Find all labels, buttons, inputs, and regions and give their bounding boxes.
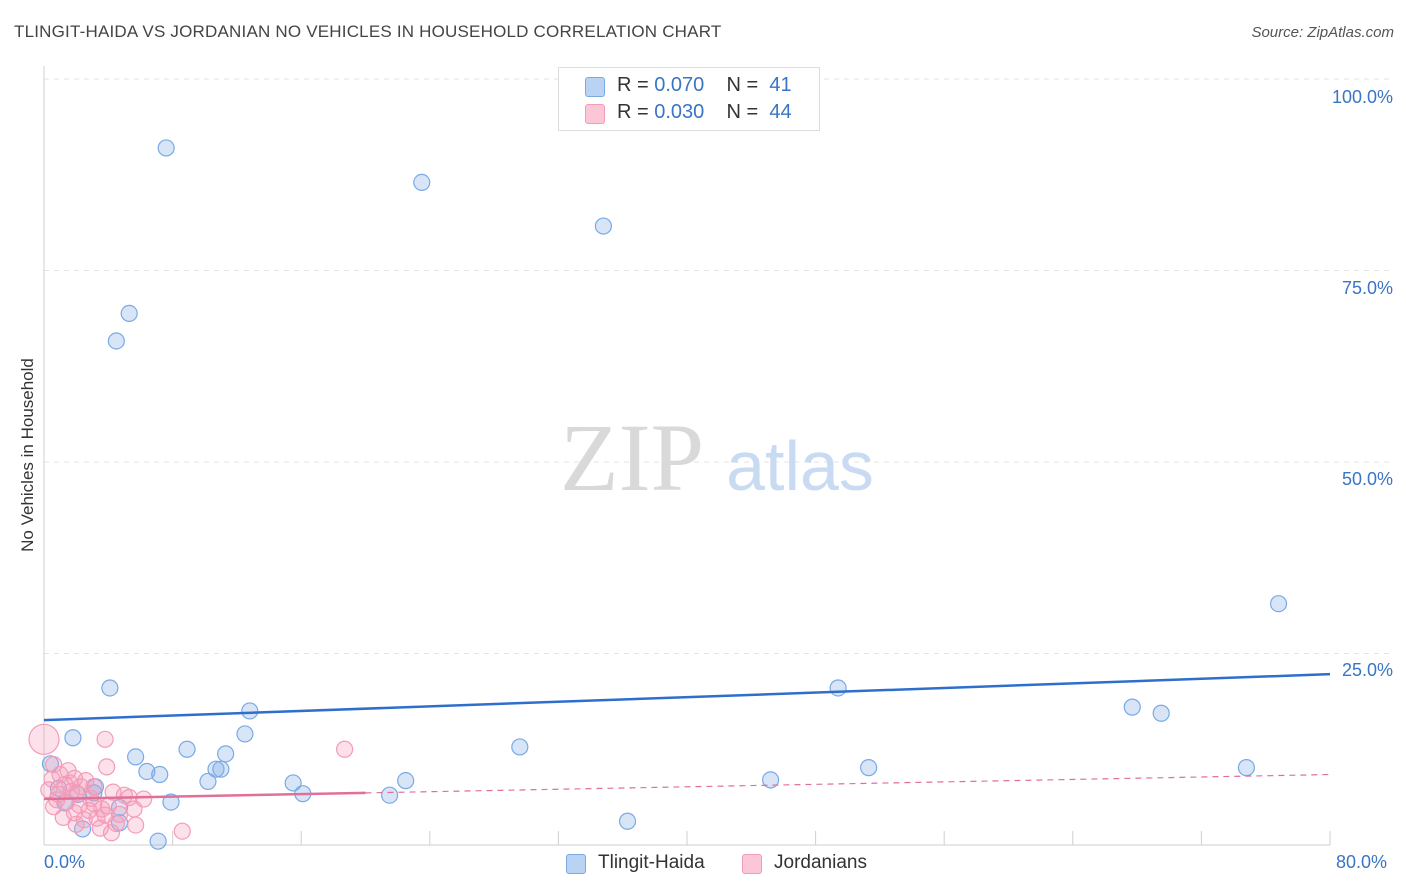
point-tlingit-haida bbox=[860, 759, 878, 777]
chart-title: TLINGIT-HAIDA VS JORDANIAN NO VEHICLES I… bbox=[14, 22, 722, 41]
trend-line-tlingit-haida bbox=[43, 672, 1331, 722]
axes bbox=[43, 66, 1331, 846]
stats-legend: R = 0.070 N = 41 R = 0.030 N = 44 bbox=[558, 67, 820, 131]
y-tick-label-50: 50.0% bbox=[1341, 469, 1393, 489]
x-tick-label-min: 0.0% bbox=[44, 852, 86, 872]
point-tlingit-haida bbox=[1269, 595, 1288, 613]
point-tlingit-haida bbox=[199, 772, 217, 791]
point-jordanians bbox=[107, 814, 125, 833]
point-tlingit-haida bbox=[829, 679, 847, 697]
point-tlingit-haida bbox=[511, 738, 529, 756]
watermark-zip: ZIP bbox=[560, 404, 704, 511]
point-tlingit-haida bbox=[284, 774, 302, 792]
point-tlingit-haida bbox=[138, 762, 156, 781]
y-tick-label-25: 25.0% bbox=[1341, 660, 1393, 680]
point-jordanians bbox=[45, 755, 63, 774]
point-tlingit-haida bbox=[107, 332, 125, 350]
legend-swatch-blue bbox=[566, 854, 586, 874]
point-jordanians bbox=[43, 770, 61, 788]
r-label: R = bbox=[617, 74, 655, 96]
point-jordanians bbox=[93, 800, 111, 818]
source-label: Source: ZipAtlas.com bbox=[1251, 24, 1394, 41]
point-jordanians bbox=[91, 819, 109, 837]
n-value: 41 bbox=[769, 74, 792, 96]
point-tlingit-haida bbox=[594, 217, 613, 235]
point-tlingit-haida bbox=[157, 139, 175, 157]
point-tlingit-haida bbox=[397, 772, 415, 790]
point-tlingit-haida bbox=[1237, 759, 1256, 777]
legend-swatch-pink bbox=[585, 104, 605, 124]
point-jordanians bbox=[67, 815, 85, 833]
point-jordanians bbox=[110, 805, 129, 823]
point-jordanians bbox=[75, 811, 93, 829]
watermark: ZIP atlas bbox=[560, 404, 874, 511]
y-tick-label-100: 100.0% bbox=[1331, 87, 1393, 107]
point-tlingit-haida bbox=[413, 173, 431, 192]
point-tlingit-haida bbox=[162, 793, 180, 811]
point-tlingit-haida bbox=[241, 702, 259, 720]
point-tlingit-haida bbox=[101, 679, 119, 697]
legend-text: R = 0.030 N = 44 bbox=[617, 101, 792, 124]
legend-label: Jordanians bbox=[774, 852, 867, 873]
watermark-atlas: atlas bbox=[726, 427, 874, 505]
legend-swatch-pink bbox=[742, 854, 762, 874]
point-tlingit-haida bbox=[1123, 698, 1141, 716]
x-tick-label-max: 80.0% bbox=[1336, 852, 1388, 872]
point-tlingit-haida bbox=[236, 725, 254, 743]
point-tlingit-haida bbox=[127, 748, 145, 766]
trend-lines bbox=[43, 672, 1331, 801]
point-jordanians bbox=[173, 822, 191, 840]
point-tlingit-haida bbox=[178, 740, 196, 758]
point-tlingit-haida bbox=[761, 771, 780, 789]
grid-lines bbox=[44, 78, 1390, 654]
r-label: R = bbox=[617, 101, 655, 123]
point-tlingit-haida bbox=[381, 786, 399, 804]
point-jordanians bbox=[125, 800, 143, 818]
trend-line-jordanians-extension bbox=[365, 773, 1331, 794]
r-value: 0.030 bbox=[654, 101, 705, 123]
point-jordanians bbox=[96, 730, 114, 748]
point-tlingit-haida bbox=[151, 765, 169, 784]
legend-label: Tlingit-Haida bbox=[598, 852, 705, 873]
point-tlingit-haida bbox=[1152, 704, 1170, 722]
trend-line-jordanians bbox=[43, 791, 366, 801]
point-tlingit-haida bbox=[618, 812, 637, 830]
point-tlingit-haida bbox=[217, 745, 235, 763]
legend-swatch-blue bbox=[585, 77, 605, 97]
point-tlingit-haida bbox=[149, 832, 167, 850]
point-tlingit-haida bbox=[120, 304, 138, 322]
point-jordanians bbox=[28, 723, 60, 755]
y-tick-label-75: 75.0% bbox=[1341, 278, 1393, 298]
point-jordanians bbox=[127, 816, 145, 834]
point-tlingit-haida bbox=[207, 760, 225, 778]
point-tlingit-haida bbox=[64, 729, 82, 747]
r-value: 0.070 bbox=[654, 74, 705, 96]
point-tlingit-haida bbox=[212, 760, 230, 778]
n-label: N = bbox=[726, 74, 764, 96]
n-value: 44 bbox=[769, 101, 792, 123]
point-jordanians bbox=[102, 824, 121, 842]
point-jordanians bbox=[61, 774, 79, 792]
point-jordanians bbox=[336, 740, 354, 758]
point-jordanians bbox=[98, 758, 116, 776]
legend-text: R = 0.070 N = 41 bbox=[617, 74, 792, 97]
n-label: N = bbox=[726, 101, 764, 123]
point-jordanians bbox=[88, 809, 106, 827]
